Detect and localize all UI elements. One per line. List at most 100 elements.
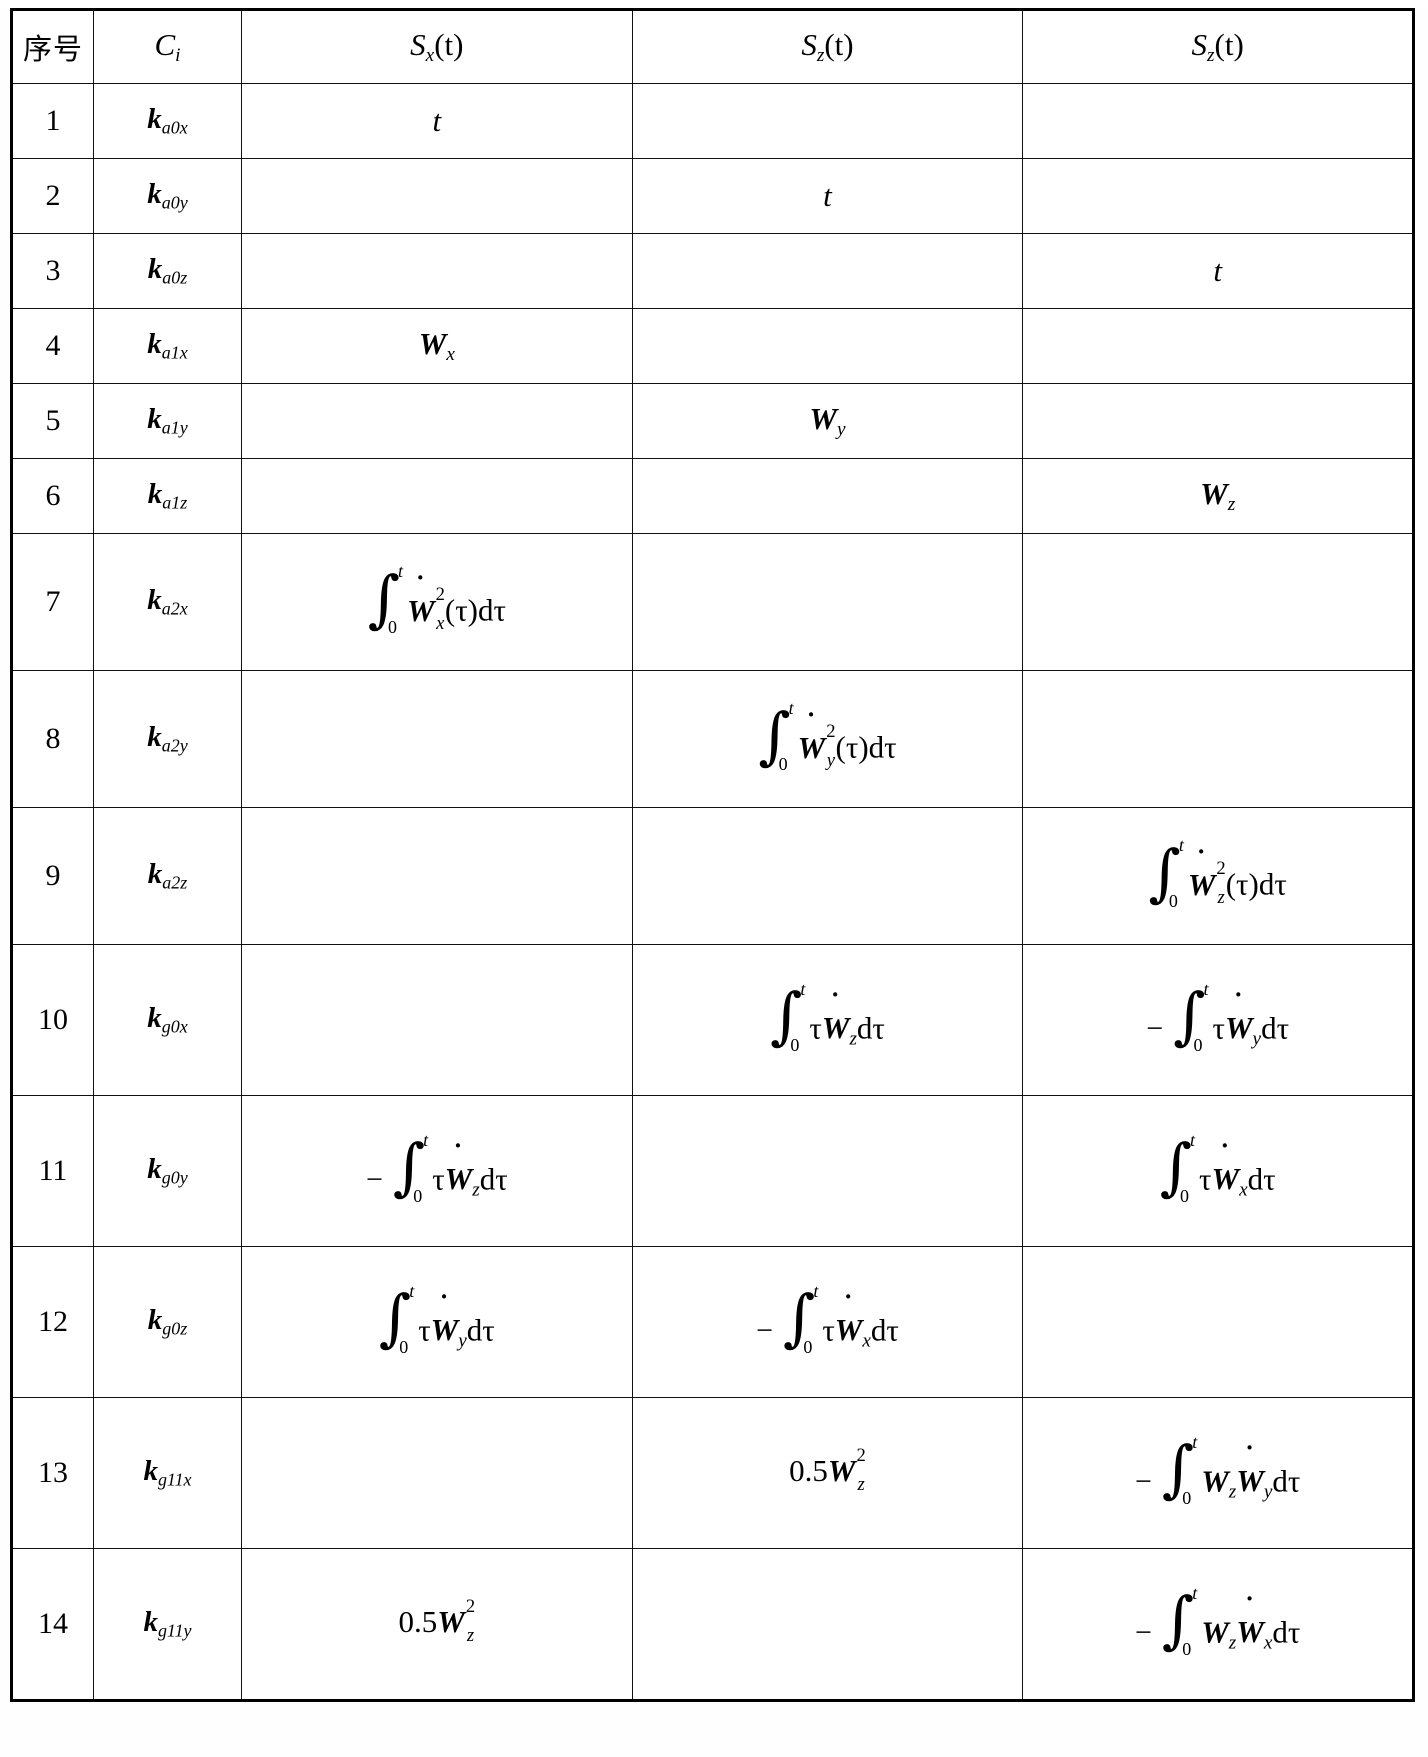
cell-sy: Wy [631, 383, 1024, 459]
integrand-tail: dτ [479, 1161, 508, 1197]
cell-sx [241, 158, 633, 234]
cell-sz: t [1022, 233, 1414, 309]
table-row: 4 ka1x Wx [11, 308, 1414, 384]
row-coefficient-cell: ka0y [93, 158, 242, 234]
cell-sz: −∫t0τWydτ [1022, 944, 1414, 1096]
row-coefficient-cell: ka0x [93, 83, 242, 159]
integral-symbol: ∫ t 0 [758, 697, 794, 775]
cell-sx: 0.5W 2 z [241, 1548, 633, 1701]
tau-symbol: τ [1199, 1161, 1212, 1197]
col-header-index: 序号 [11, 9, 94, 84]
table-row: 6 ka1z Wz [11, 458, 1414, 534]
scanned-page: 序号 Ci Sx(t) Sz(t) Sz(t) 1 ka0x t 2 ka0y t 3 ka0… [0, 8, 1428, 1757]
integral-symbol: ∫ t 0 [392, 1129, 429, 1207]
table-row: 2 ka0y t [11, 158, 1414, 234]
cell-sx [241, 670, 633, 808]
cell-sx: ∫t0τWydτ [241, 1246, 633, 1398]
tau-symbol: τ [432, 1161, 445, 1197]
cell-sy [631, 308, 1024, 384]
w-dot-symbol: W [835, 1312, 863, 1348]
cell-sz [1022, 1246, 1414, 1398]
row-coefficient-cell: ka2y [93, 670, 242, 808]
integral-symbol: ∫ t 0 [770, 978, 806, 1056]
integral-symbol: ∫ t 0 [1159, 1129, 1196, 1207]
row-coefficient-cell: ka1x [93, 308, 242, 384]
cell-sx [241, 1397, 633, 1549]
minus-sign: − [1134, 1616, 1152, 1650]
cell-sy [631, 807, 1024, 945]
integrand-tail: (τ)dτ [444, 592, 506, 628]
table-body: 1 ka0x t 2 ka0y t 3 ka0z t 4 ka1x Wx 5 ka1y Wy 6 ka1z Wz 7… [11, 83, 1414, 1701]
cell-sx: t [241, 83, 633, 159]
cell-sy: −∫t0τWxdτ [631, 1246, 1024, 1398]
cell-sx: Wx [241, 308, 633, 384]
row-coefficient-cell: ka2z [93, 807, 242, 945]
cell-sy [631, 1095, 1024, 1247]
col-header-ci-label: Ci [154, 27, 181, 66]
row-index-cell: 2 [11, 158, 94, 234]
cell-sx: −∫t0τWzdτ [241, 1095, 633, 1247]
tau-symbol: τ [822, 1312, 835, 1348]
header-row: 序号 Ci Sx(t) Sz(t) Sz(t) [11, 9, 1414, 84]
integral-symbol: ∫ t 0 [367, 560, 404, 638]
col-header-sy-label: Sz(t) [801, 27, 854, 66]
row-coefficient-cell: kg0y [93, 1095, 242, 1247]
cell-sy: ∫t0τWzdτ [631, 944, 1024, 1096]
col-header-sz: Sz(t) [1022, 9, 1414, 84]
integral-symbol: ∫ t 0 [783, 1280, 819, 1358]
w-dot-symbol: W [798, 730, 826, 766]
integrand-tail: dτ [466, 1312, 495, 1348]
cell-sx [241, 233, 633, 309]
row-coefficient-cell: ka1y [93, 383, 242, 459]
error-coefficient-table: 序号 Ci Sx(t) Sz(t) Sz(t) 1 ka0x t 2 ka0y t 3 ka0… [10, 8, 1415, 1702]
integrand-tail: dτ [870, 1312, 899, 1348]
cell-sz [1022, 670, 1414, 808]
w-dot-symbol: W [1236, 1463, 1264, 1499]
row-index-cell: 6 [11, 458, 94, 534]
row-index-cell: 14 [11, 1548, 94, 1701]
cell-sz [1022, 308, 1414, 384]
tau-symbol: τ [809, 1010, 822, 1046]
tau-symbol: τ [1212, 1010, 1225, 1046]
cell-sx: ∫t0W2x(τ)dτ [241, 533, 633, 671]
w-dot-symbol: W [1188, 867, 1216, 903]
row-index-cell: 9 [11, 807, 94, 945]
tau-symbol: τ [418, 1312, 431, 1348]
coefficient-half: 0.5 [789, 1453, 828, 1489]
cell-sy [631, 83, 1024, 159]
table-header: 序号 Ci Sx(t) Sz(t) Sz(t) [11, 9, 1414, 84]
cell-sz [1022, 533, 1414, 671]
integrand-tail: dτ [856, 1010, 885, 1046]
integral-symbol: ∫ t 0 [1161, 1431, 1198, 1509]
coefficient-half: 0.5 [398, 1604, 438, 1640]
row-index-cell: 5 [11, 383, 94, 459]
integrand-tail: dτ [1261, 1010, 1290, 1046]
row-index-cell: 3 [11, 233, 94, 309]
cell-sy [631, 458, 1024, 534]
row-coefficient-cell: kg0x [93, 944, 242, 1096]
cell-sz [1022, 383, 1414, 459]
row-index-cell: 7 [11, 533, 94, 671]
col-header-sy: Sz(t) [631, 9, 1024, 84]
integral-symbol: ∫ t 0 [378, 1280, 415, 1358]
row-coefficient-cell: kg11x [93, 1397, 242, 1549]
cell-sz: ∫t0W2z(τ)dτ [1022, 807, 1414, 945]
w-dot-symbol: W [1225, 1010, 1253, 1046]
col-header-sz-label: Sz(t) [1191, 27, 1244, 66]
w-dot-symbol: W [1212, 1161, 1240, 1197]
row-index-cell: 10 [11, 944, 94, 1096]
w-symbol: W [827, 1453, 856, 1489]
w-symbol: W [809, 401, 837, 437]
cell-sz [1022, 83, 1414, 159]
w-dot-symbol: W [822, 1010, 850, 1046]
row-index-cell: 12 [11, 1246, 94, 1398]
row-index-cell: 11 [11, 1095, 94, 1247]
cell-sz: −∫t0WzWydτ [1022, 1397, 1414, 1549]
minus-sign: − [1134, 1465, 1152, 1499]
